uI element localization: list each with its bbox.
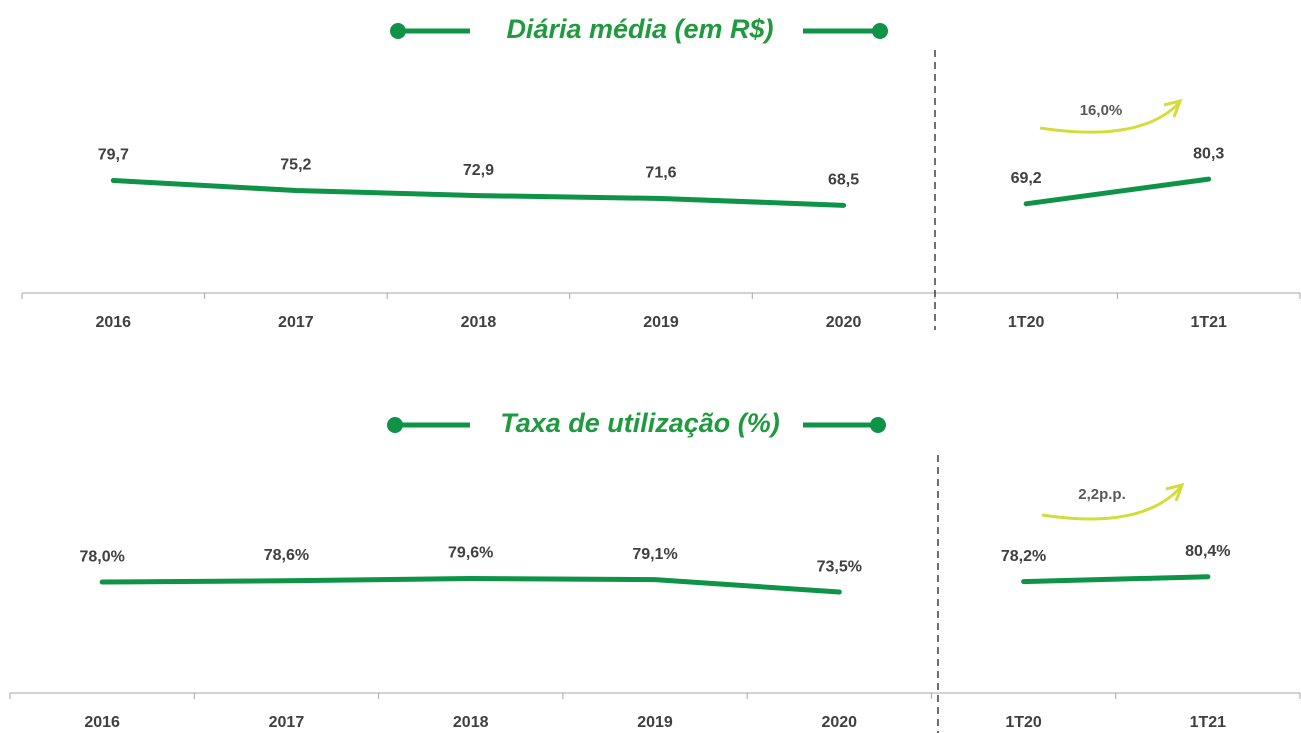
data-label: 73,5% xyxy=(817,558,862,575)
data-label: 79,6% xyxy=(448,545,493,562)
annotation-arrow xyxy=(1039,102,1180,134)
data-label: 80,3 xyxy=(1193,145,1224,162)
series-line xyxy=(1023,176,1212,207)
data-label: 78,2% xyxy=(1001,548,1046,565)
x-tick-label: 1T21 xyxy=(1190,314,1227,331)
data-label: 75,2 xyxy=(280,157,311,174)
x-tick-label: 2018 xyxy=(453,714,489,731)
data-label: 78,6% xyxy=(264,547,309,564)
data-label: 79,1% xyxy=(632,546,677,563)
data-label: 71,6 xyxy=(645,165,676,182)
x-tick-label: 2019 xyxy=(637,714,673,731)
x-tick-label: 2016 xyxy=(84,714,120,731)
x-tick-label: 2017 xyxy=(269,714,305,731)
annotation: 16,0% xyxy=(1080,102,1123,119)
x-tick-label: 2016 xyxy=(95,314,131,331)
x-tick-label: 1T20 xyxy=(1005,714,1042,731)
data-label: 78,0% xyxy=(79,548,124,565)
annotation: 2,2p.p. xyxy=(1078,486,1126,503)
title-dot xyxy=(870,417,886,433)
annotation-arrow xyxy=(1041,486,1182,521)
series-line xyxy=(1021,574,1211,585)
data-label: 68,5 xyxy=(828,172,859,189)
data-label: 80,4% xyxy=(1185,543,1230,560)
x-tick-label: 2019 xyxy=(643,314,679,331)
data-label: 72,9 xyxy=(463,162,494,179)
title-dot xyxy=(387,417,403,433)
x-tick-label: 1T20 xyxy=(1008,314,1045,331)
x-tick-label: 2020 xyxy=(821,714,857,731)
series-line xyxy=(99,575,842,595)
annotation-arrowhead xyxy=(1163,98,1183,118)
data-label: 69,2 xyxy=(1011,170,1042,187)
data-label: 79,7 xyxy=(98,147,129,164)
title-dot xyxy=(872,23,888,39)
chart-title: Diária média (em R$) xyxy=(506,14,773,44)
series-line xyxy=(110,177,847,208)
x-tick-label: 2020 xyxy=(826,314,862,331)
title-dot xyxy=(390,23,406,39)
x-tick-label: 2017 xyxy=(278,314,314,331)
x-tick-label: 1T21 xyxy=(1190,714,1227,731)
x-tick-label: 2018 xyxy=(461,314,497,331)
annotation-arrowhead xyxy=(1165,482,1185,502)
chart-title: Taxa de utilização (%) xyxy=(500,408,780,438)
